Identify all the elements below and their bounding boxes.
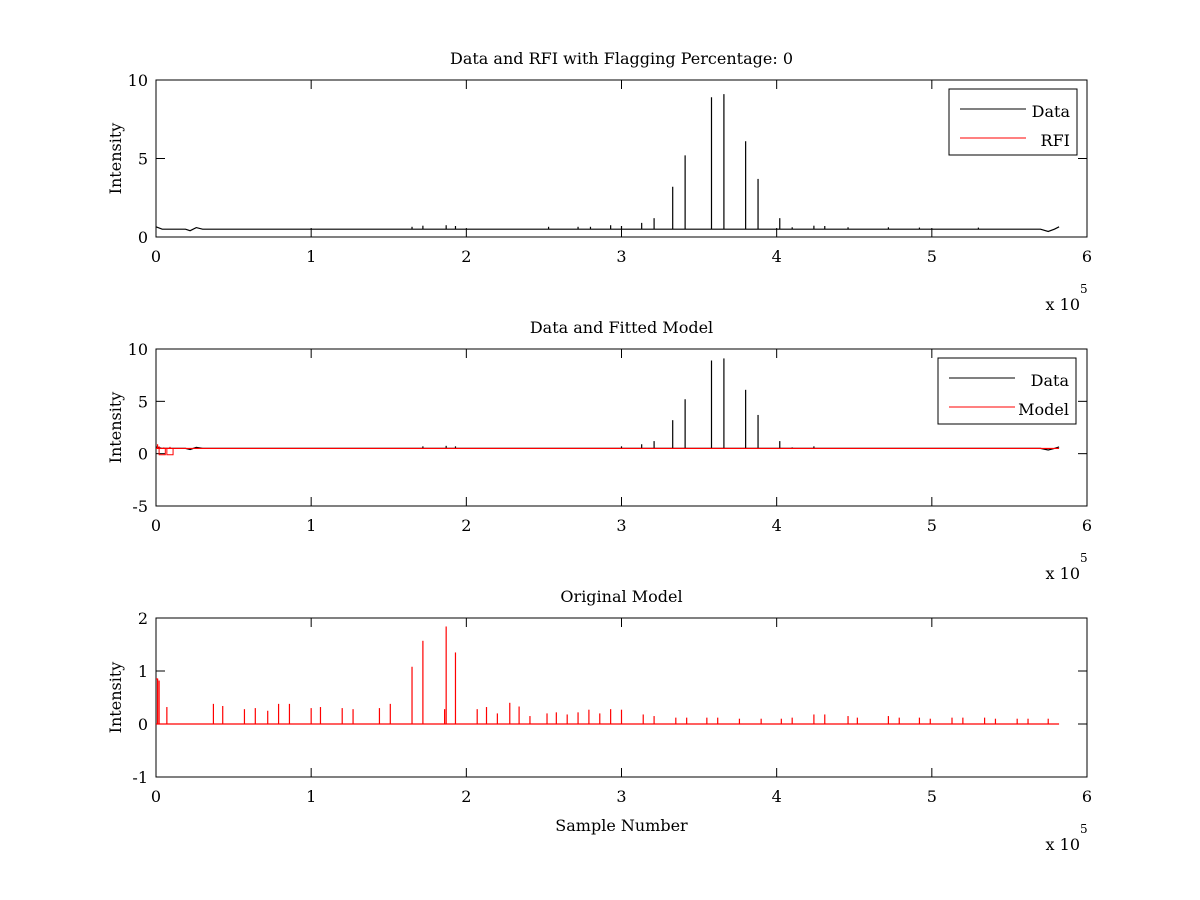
x-tick-label: 2 xyxy=(461,787,471,806)
x-tick-label: 0 xyxy=(151,247,161,266)
x-tick-label: 3 xyxy=(616,787,626,806)
chart-title: Data and RFI with Flagging Percentage: 0 xyxy=(450,49,793,68)
x-tick-label: 3 xyxy=(616,247,626,266)
legend-label: Data xyxy=(1031,371,1070,390)
x-multiplier-base: x 10 xyxy=(1046,835,1080,854)
x-multiplier-exponent: 5 xyxy=(1080,822,1088,836)
x-multiplier-exponent: 5 xyxy=(1080,551,1088,565)
y-tick-label: -5 xyxy=(132,497,148,516)
y-tick-label: -1 xyxy=(132,768,148,787)
y-tick-label: 0 xyxy=(138,715,148,734)
x-axis-label: Sample Number xyxy=(555,816,688,835)
x-tick-label: 5 xyxy=(927,247,937,266)
y-tick-label: 5 xyxy=(138,392,148,411)
series-baseline xyxy=(155,226,1060,233)
y-axis-label: Intensity xyxy=(106,662,125,734)
x-multiplier-exponent: 5 xyxy=(1080,282,1088,296)
x-tick-label: 6 xyxy=(1082,787,1092,806)
y-tick-label: 10 xyxy=(128,71,148,90)
x-tick-label: 2 xyxy=(461,516,471,535)
x-tick-label: 3 xyxy=(616,516,626,535)
series-1 xyxy=(156,626,1060,725)
y-tick-label: 0 xyxy=(138,445,148,464)
chart-title: Data and Fitted Model xyxy=(530,318,713,337)
legend: Data RFI xyxy=(948,88,1078,156)
x-tick-label: 0 xyxy=(151,787,161,806)
y-tick-label: 2 xyxy=(138,609,148,628)
y-tick-label: 10 xyxy=(128,340,148,359)
y-axis-label: Intensity xyxy=(106,123,125,195)
y-tick-label: 0 xyxy=(138,228,148,247)
x-tick-label: 2 xyxy=(461,247,471,266)
legend: Data Model xyxy=(937,357,1077,425)
x-tick-label: 4 xyxy=(772,516,782,535)
legend-label: RFI xyxy=(1041,131,1070,150)
x-multiplier-base: x 10 xyxy=(1046,564,1080,583)
legend-label: Model xyxy=(1018,400,1069,419)
legend-box xyxy=(937,357,1077,425)
y-tick-label: 5 xyxy=(138,150,148,169)
legend-label: Data xyxy=(1032,102,1071,121)
legend-box xyxy=(948,88,1078,156)
chart-panel-1: Data and RFI with Flagging Percentage: 0… xyxy=(106,49,1092,314)
model-step-overlay xyxy=(156,678,159,724)
series-data xyxy=(155,94,1060,233)
x-tick-label: 4 xyxy=(772,787,782,806)
model-step-overlay xyxy=(156,447,174,456)
x-tick-label: 1 xyxy=(306,787,316,806)
x-tick-label: 0 xyxy=(151,516,161,535)
x-tick-label: 5 xyxy=(927,516,937,535)
y-axis-label: Intensity xyxy=(106,392,125,464)
chart-title: Original Model xyxy=(560,587,682,606)
y-tick-label: 1 xyxy=(138,662,148,681)
x-tick-label: 1 xyxy=(306,247,316,266)
x-multiplier-base: x 10 xyxy=(1046,295,1080,314)
x-tick-label: 4 xyxy=(772,247,782,266)
x-tick-label: 6 xyxy=(1082,516,1092,535)
x-tick-label: 5 xyxy=(927,787,937,806)
chart-panel-3: Original Model Intensity Sample Number 0 1 2 3… xyxy=(106,587,1092,854)
x-tick-label: 6 xyxy=(1082,247,1092,266)
x-tick-label: 1 xyxy=(306,516,316,535)
